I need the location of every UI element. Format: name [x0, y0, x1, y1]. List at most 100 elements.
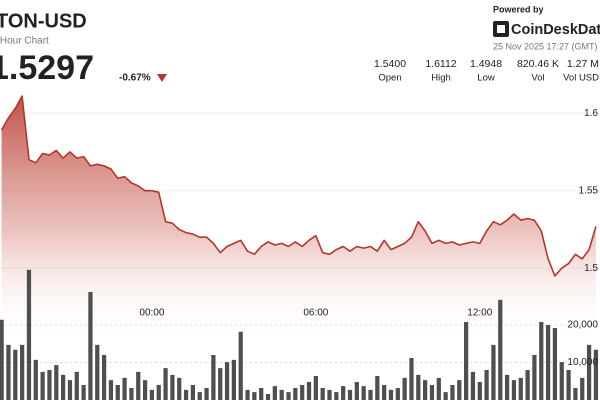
volume-bar — [177, 377, 182, 400]
y2-tick-label: 10,000 — [567, 357, 598, 368]
volume-bar — [382, 385, 387, 400]
brand: CoinDeskData — [511, 22, 600, 38]
x-tick-label: 06:00 — [303, 308, 328, 319]
volume-bar — [88, 292, 93, 400]
volume-bar — [539, 322, 544, 400]
volume-bar — [491, 344, 496, 400]
volume-bar — [224, 362, 230, 400]
volume-bar — [320, 388, 325, 400]
volume-bar — [443, 392, 448, 400]
stat-value: 1.6112 — [425, 58, 456, 70]
volume-bar — [573, 388, 578, 400]
volume-bar — [170, 374, 175, 400]
volume-bar — [334, 392, 339, 400]
stat-value: 1.4948 — [470, 58, 502, 70]
volume-bar — [33, 359, 38, 400]
volume-bar — [559, 362, 564, 400]
volume-bar — [395, 388, 400, 400]
volume-bar — [313, 376, 318, 400]
volume-bar — [498, 299, 503, 400]
volume-bar — [464, 322, 469, 400]
header: TON-USD 24 Hour Chart 1.5297 -0.67% Powe… — [0, 4, 600, 87]
volume-bar — [20, 344, 25, 400]
volume-bar — [545, 325, 551, 400]
y-tick-label: 1.6 — [584, 108, 598, 119]
volume-bar — [429, 385, 435, 400]
volume-bar — [54, 365, 59, 400]
subtitle: 24 Hour Chart — [0, 36, 49, 47]
volume-bar — [457, 380, 462, 400]
last-price: 1.5297 — [0, 49, 94, 87]
stat-label: Vol USD — [563, 73, 599, 84]
stat-value: 820.46 K — [517, 58, 559, 70]
volume-bar — [293, 388, 298, 400]
volume-bar — [354, 382, 359, 400]
volume-bar — [416, 374, 421, 400]
x-tick-label: 00:00 — [139, 308, 164, 319]
volume-bar — [388, 389, 394, 400]
plot-area: 00:00 06:00 12:00 1.6 1.55 1.5 10,000 20,000 — [0, 95, 600, 400]
price-line — [0, 95, 597, 277]
volume-bar — [265, 394, 271, 400]
change: -0.67% — [119, 73, 151, 84]
powered-by: Powered by — [493, 4, 544, 14]
volume-bar — [423, 380, 428, 400]
volume-bar — [361, 386, 366, 400]
volume-bar — [375, 376, 380, 400]
y-tick-label: 1.55 — [579, 185, 599, 196]
stat-value: 1.5400 — [374, 58, 406, 70]
volume-bar — [211, 355, 216, 400]
volume-bar — [306, 382, 312, 400]
volume-bar — [231, 359, 236, 400]
volume-bar — [101, 355, 107, 400]
volume-bar — [286, 392, 291, 400]
volume-bar — [586, 344, 592, 400]
volume-bar — [347, 389, 353, 400]
x-tick-label: 12:00 — [467, 308, 492, 319]
volume-bar — [580, 377, 585, 400]
volume-bar — [368, 389, 373, 400]
volume-bar — [238, 331, 243, 400]
y2-tick-label: 20,000 — [567, 320, 598, 331]
volume-bar — [149, 389, 155, 400]
volume-bar — [122, 377, 127, 400]
volume-bar — [47, 370, 52, 400]
volume-bar — [218, 368, 223, 400]
volume-bar — [183, 389, 189, 400]
volume-bar — [95, 344, 100, 400]
volume-bar — [6, 344, 11, 400]
volume-bar — [552, 328, 558, 400]
volume-bar — [477, 382, 482, 400]
volume-bar — [518, 377, 523, 400]
timestamp: 25 Nov 2025 17:27 (GMT) — [493, 41, 598, 51]
y-tick-label: 1.5 — [584, 263, 598, 274]
volume-bar — [26, 269, 32, 400]
down-arrow — [157, 74, 167, 82]
volume-bar — [532, 355, 537, 400]
volume-bar — [60, 374, 66, 400]
volume-bar — [67, 380, 73, 400]
volume-bar — [593, 349, 599, 400]
stat-label: High — [431, 73, 451, 84]
volume-bar — [74, 371, 79, 400]
volume-bar — [13, 349, 18, 400]
stat-value: 1.27 M — [567, 58, 599, 70]
stat-label: Low — [477, 73, 495, 84]
volume-bar — [436, 377, 441, 400]
volume-bar — [525, 370, 530, 400]
volume-bar — [81, 385, 86, 400]
volume-bar — [163, 368, 168, 400]
volume-bar — [511, 380, 517, 400]
volume-bar — [197, 392, 202, 400]
volume-bar — [470, 371, 476, 400]
volume-bar — [252, 392, 257, 400]
title: TON-USD — [0, 10, 87, 32]
volume-bar — [259, 388, 264, 400]
volume-bar — [450, 385, 455, 400]
volume-bar — [40, 371, 45, 400]
volume-bar — [115, 385, 120, 400]
stat-label: Open — [378, 73, 401, 84]
volume-bar — [279, 389, 284, 400]
